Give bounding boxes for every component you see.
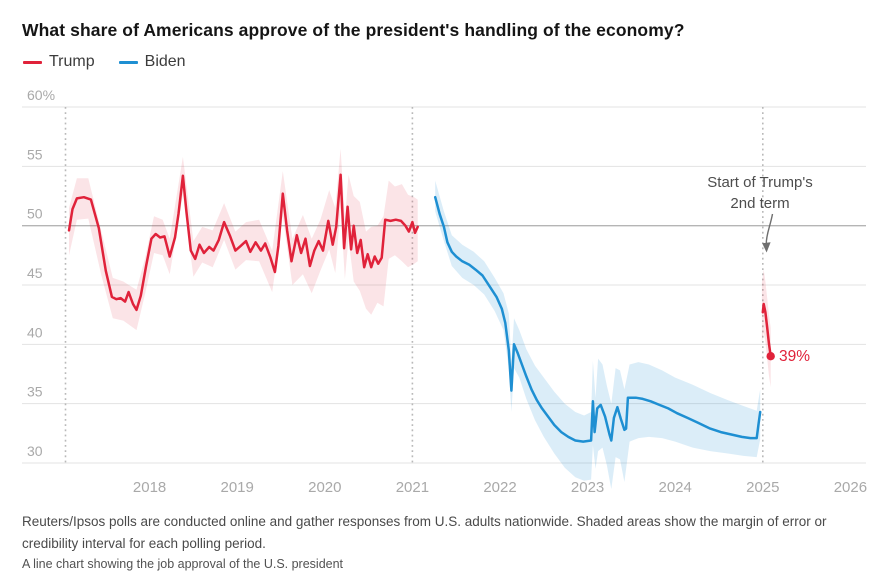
x-tick-2018: 2018 — [133, 479, 166, 496]
line-trump-2nd-term- — [761, 302, 772, 358]
annotation-trump-2nd-term: Start of Trump's 2nd term — [685, 172, 835, 214]
annotation-line-1: Start of Trump's — [707, 174, 813, 191]
line-biden — [433, 195, 762, 443]
line-trump-1st-term- — [67, 173, 419, 312]
x-tick-2023: 2023 — [571, 479, 604, 496]
annotation-line-2: 2nd term — [730, 195, 790, 212]
x-tick-2026: 2026 — [834, 479, 867, 496]
legend-label-trump: Trump — [49, 53, 95, 70]
legend-item-trump: Trump — [23, 53, 95, 71]
x-tick-2021: 2021 — [396, 479, 429, 496]
alt-caption: A line chart showing the job approval of… — [22, 557, 344, 571]
y-tick-35: 35 — [27, 384, 43, 400]
x-tick-2019: 2019 — [221, 479, 254, 496]
y-tick-50: 50 — [27, 206, 43, 222]
x-tick-2025: 2025 — [746, 479, 779, 496]
latest-point-dot — [766, 352, 775, 361]
latest-value-label: 39% — [779, 348, 811, 365]
x-tick-2024: 2024 — [659, 479, 692, 496]
y-tick-45: 45 — [27, 265, 43, 281]
band-1 — [435, 180, 761, 490]
y-tick-30: 30 — [27, 443, 43, 459]
band-0 — [69, 148, 418, 331]
source-note: Reuters/Ipsos polls are conducted online… — [22, 514, 827, 551]
legend-label-biden: Biden — [144, 53, 186, 70]
x-tick-2022: 2022 — [483, 479, 516, 496]
x-tick-2020: 2020 — [308, 479, 341, 496]
annotation-arrowhead — [762, 242, 771, 253]
trump-line-swatch — [23, 60, 42, 64]
chart-title: What share of Americans approve of the p… — [22, 19, 685, 40]
legend-item-biden: Biden — [118, 53, 186, 71]
y-tick-40: 40 — [27, 324, 43, 340]
annotation-arrow — [765, 213, 774, 245]
y-tick-55: 55 — [27, 146, 43, 162]
biden-line-swatch — [118, 60, 138, 64]
legend: Trump Biden — [23, 53, 186, 71]
y-tick-60: 60% — [27, 87, 55, 103]
